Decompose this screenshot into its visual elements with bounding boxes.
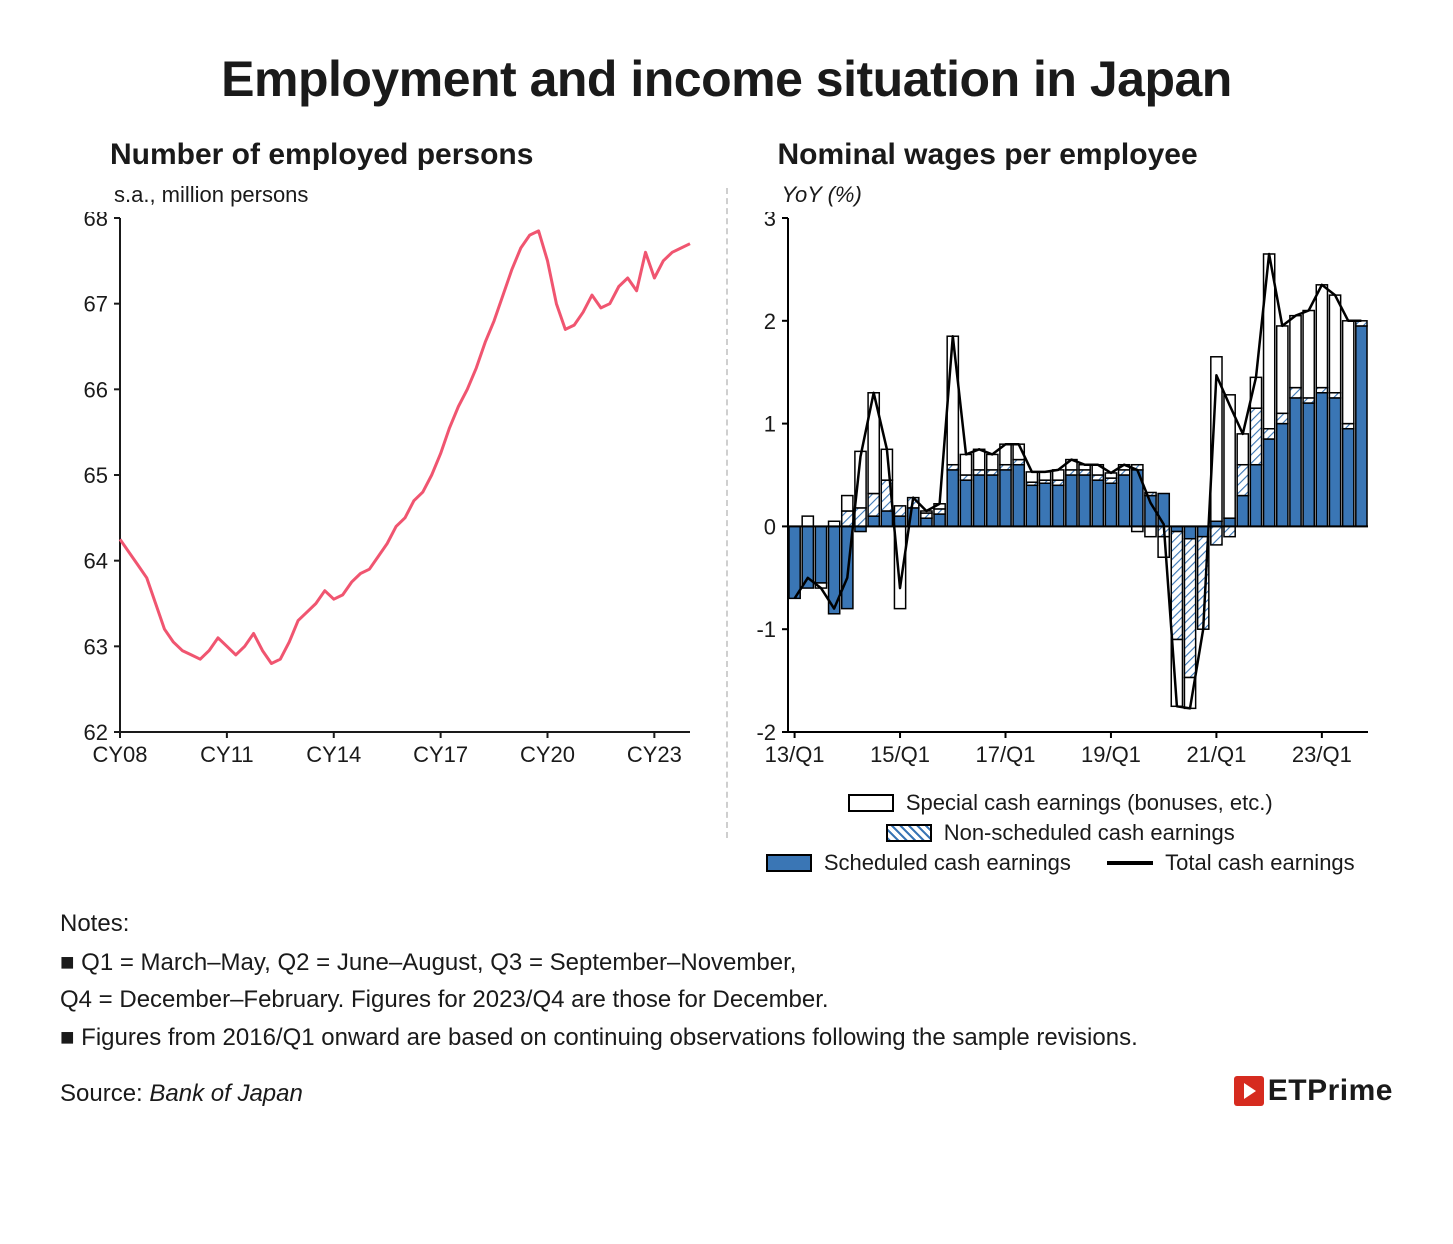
notes-line-1: ■ Q1 = March–May, Q2 = June–August, Q3 =…: [60, 944, 1393, 981]
chart-legend: Special cash earnings (bonuses, etc.) No…: [738, 790, 1384, 876]
legend-swatch-special: [848, 794, 894, 812]
notes-heading: Notes:: [60, 905, 1393, 942]
employed-persons-chart: 62636465666768CY08CY11CY14CY17CY20CY23: [70, 212, 700, 772]
svg-text:-1: -1: [756, 617, 776, 642]
source-label: Source:: [60, 1080, 143, 1107]
svg-text:3: 3: [763, 212, 775, 231]
legend-swatch-total-line: [1107, 861, 1153, 865]
svg-text:CY14: CY14: [306, 742, 361, 767]
svg-text:65: 65: [84, 463, 108, 488]
nominal-wages-chart: -2-1012313/Q115/Q117/Q119/Q121/Q123/Q1: [738, 212, 1378, 772]
svg-text:CY17: CY17: [413, 742, 468, 767]
notes-line-3: ■ Figures from 2016/Q1 onward are based …: [60, 1019, 1393, 1056]
svg-text:17/Q1: 17/Q1: [975, 742, 1035, 767]
source-row: Source: Bank of Japan ETPrime: [60, 1074, 1393, 1108]
right-chart-subtitle: Nominal wages per employee: [778, 138, 1384, 172]
legend-swatch-nonscheduled: [886, 824, 932, 842]
svg-text:CY08: CY08: [92, 742, 147, 767]
legend-label-special: Special cash earnings (bonuses, etc.): [906, 790, 1273, 816]
left-chart-column: Number of employed persons s.a., million…: [60, 138, 726, 880]
notes-block: Notes: ■ Q1 = March–May, Q2 = June–Augus…: [60, 905, 1393, 1056]
right-chart-ylabel: YoY (%): [782, 182, 1384, 208]
svg-text:CY20: CY20: [520, 742, 575, 767]
source-text: Source: Bank of Japan: [60, 1080, 303, 1108]
legend-label-nonscheduled: Non-scheduled cash earnings: [944, 820, 1235, 846]
svg-text:67: 67: [84, 292, 108, 317]
svg-text:13/Q1: 13/Q1: [764, 742, 824, 767]
svg-text:2: 2: [763, 309, 775, 334]
svg-text:21/Q1: 21/Q1: [1186, 742, 1246, 767]
svg-text:68: 68: [84, 212, 108, 231]
legend-swatch-scheduled: [766, 854, 812, 872]
charts-container: Number of employed persons s.a., million…: [60, 138, 1393, 880]
legend-label-scheduled: Scheduled cash earnings: [824, 850, 1071, 876]
svg-text:19/Q1: 19/Q1: [1080, 742, 1140, 767]
left-chart-subtitle: Number of employed persons: [110, 138, 716, 172]
brand-logo: ETPrime: [1234, 1074, 1393, 1108]
right-chart-column: Nominal wages per employee YoY (%) -2-10…: [728, 138, 1394, 880]
svg-text:63: 63: [84, 634, 108, 659]
left-chart-ylabel: s.a., million persons: [114, 182, 716, 208]
legend-label-total: Total cash earnings: [1165, 850, 1355, 876]
svg-text:23/Q1: 23/Q1: [1291, 742, 1351, 767]
brand-name: ETPrime: [1268, 1074, 1393, 1108]
page-root: Employment and income situation in Japan…: [0, 0, 1453, 1138]
brand-play-icon: [1234, 1076, 1264, 1106]
svg-text:CY11: CY11: [200, 742, 253, 767]
svg-text:15/Q1: 15/Q1: [870, 742, 930, 767]
notes-line-2: Q4 = December–February. Figures for 2023…: [60, 981, 1393, 1018]
source-value: Bank of Japan: [149, 1080, 302, 1107]
svg-text:66: 66: [84, 377, 108, 402]
page-title: Employment and income situation in Japan: [60, 50, 1393, 108]
svg-text:0: 0: [763, 514, 775, 539]
svg-text:1: 1: [763, 412, 775, 437]
svg-text:64: 64: [84, 549, 108, 574]
svg-text:CY23: CY23: [627, 742, 682, 767]
